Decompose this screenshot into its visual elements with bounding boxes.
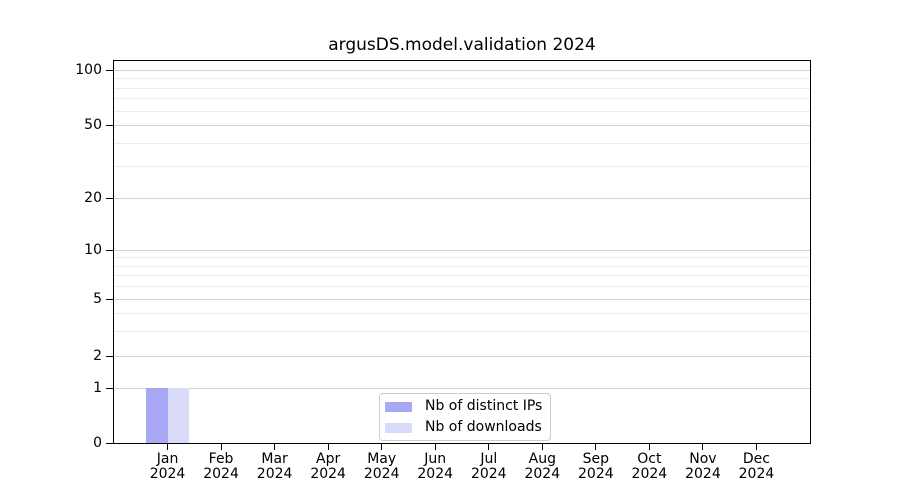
x-tick-label: Jul 2024 [470,451,507,482]
gridline-minor [114,98,810,100]
legend-swatch-downloads [385,422,412,433]
x-tick-label: Nov 2024 [685,451,721,482]
y-tick-label: 1 [93,380,102,396]
x-tick [541,444,543,450]
x-tick [648,444,650,450]
x-tick [327,444,329,450]
y-tick [106,299,113,300]
gridline-minor [114,257,810,259]
gridline-minor [114,275,810,277]
y-tick-label: 10 [84,242,102,258]
x-tick [220,444,222,450]
x-tick-label: Mar 2024 [256,451,293,482]
legend-label-distinct-ips: Nb of distinct IPs [425,398,543,414]
x-tick [702,444,704,450]
x-tick-label: Aug 2024 [524,451,561,482]
gridline-minor [114,330,810,332]
gridline-minor [114,312,810,314]
x-tick [595,444,597,450]
legend-item-downloads: Nb of downloads [385,417,542,438]
plot-area [113,60,811,444]
x-tick-label: May 2024 [363,451,400,482]
gridline-minor [114,78,810,80]
y-tick [106,125,113,126]
x-tick-label: Jun 2024 [417,451,454,482]
gridline-major [114,388,810,389]
gridline-minor [114,142,810,144]
gridline-minor [114,110,810,112]
y-tick [106,70,113,71]
x-tick [274,444,276,450]
x-tick-label: Sep 2024 [578,451,614,482]
bar-nb-of-downloads-jan [167,388,190,443]
gridline-major [114,125,810,126]
legend-label-downloads: Nb of downloads [425,419,542,435]
y-tick [106,443,113,444]
x-tick-label: Dec 2024 [738,451,775,482]
x-tick-label: Apr 2024 [310,451,346,482]
x-tick [381,444,383,450]
y-tick [106,198,113,199]
gridline-major [114,299,810,300]
x-tick [488,444,490,450]
legend-item-distinct-ips: Nb of distinct IPs [385,396,542,417]
y-tick-label: 20 [84,190,102,206]
y-tick-label: 100 [75,62,102,78]
y-tick [106,250,113,251]
gridline-major [114,356,810,357]
x-tick-label: Oct 2024 [631,451,668,482]
x-tick-label: Feb 2024 [203,451,239,482]
bar-nb-of-distinct-ips-jan [146,388,168,443]
gridline-minor [114,87,810,89]
legend-swatch-distinct-ips [385,401,412,412]
gridline-minor [114,165,810,167]
x-tick [167,444,169,450]
y-tick-label: 5 [93,291,102,307]
gridline-minor [114,265,810,267]
gridline-major [114,198,810,199]
x-tick-label: Jan 2024 [149,451,186,482]
y-tick-label: 50 [84,117,102,133]
legend: Nb of distinct IPs Nb of downloads [379,393,552,441]
gridline-major [114,250,810,251]
y-tick-label: 2 [93,348,102,364]
gridline-major [114,70,810,71]
chart-title: argusDS.model.validation 2024 [328,35,596,55]
y-tick-label: 0 [93,435,102,451]
x-tick [755,444,757,450]
x-tick [434,444,436,450]
y-tick [106,356,113,357]
y-tick [106,388,113,389]
gridline-minor [114,286,810,288]
